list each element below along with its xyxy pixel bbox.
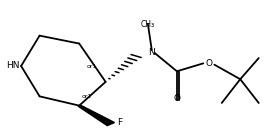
Text: or1: or1 (82, 94, 92, 99)
Text: or1: or1 (87, 63, 97, 69)
Text: CH₃: CH₃ (141, 20, 155, 29)
Text: HN: HN (6, 62, 20, 70)
Text: N: N (148, 48, 155, 57)
Text: O: O (173, 94, 180, 103)
Polygon shape (78, 105, 115, 126)
Text: O: O (205, 59, 212, 68)
Text: F: F (117, 118, 122, 127)
